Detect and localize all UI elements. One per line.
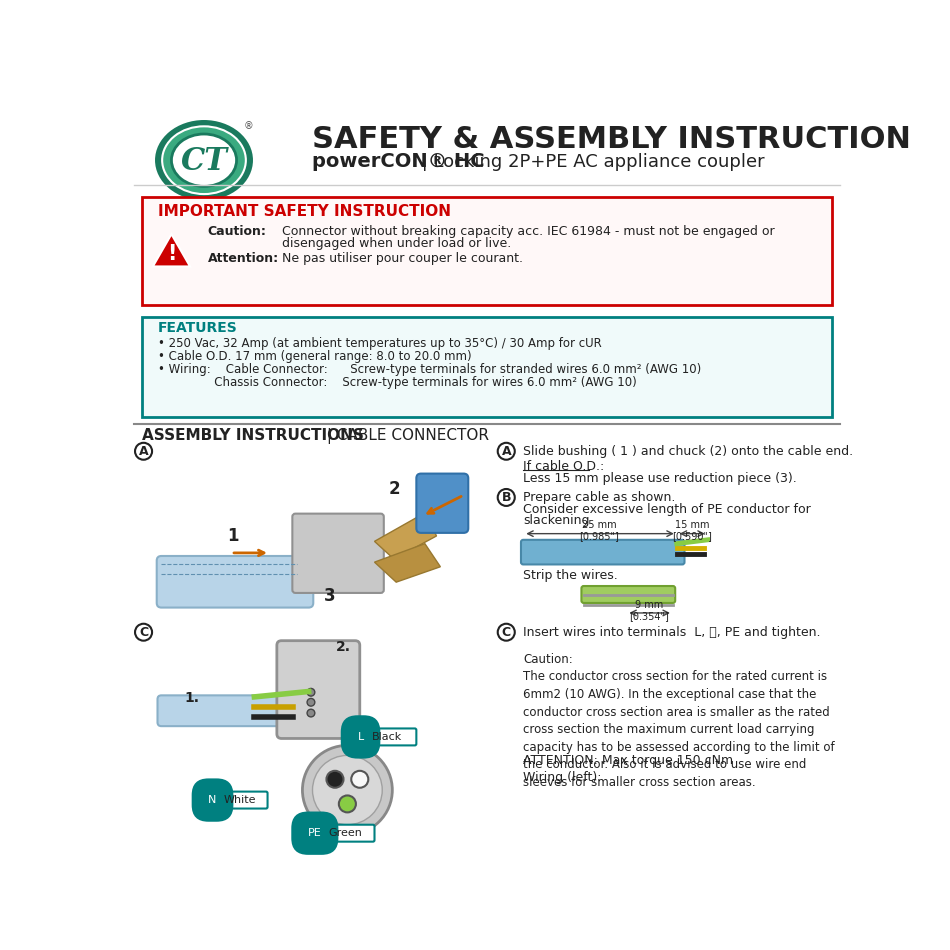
Text: Prepare cable as shown.: Prepare cable as shown. [523, 491, 675, 504]
Text: powerCON® HC: powerCON® HC [313, 152, 485, 171]
Ellipse shape [171, 134, 237, 186]
Polygon shape [153, 234, 190, 266]
Circle shape [313, 755, 382, 825]
Text: 2.: 2. [335, 640, 351, 655]
FancyBboxPatch shape [581, 586, 675, 603]
Text: Slide bushing ( 1 ) and chuck (2) onto the cable end.: Slide bushing ( 1 ) and chuck (2) onto t… [523, 445, 853, 458]
Text: • 250 Vac, 32 Amp (at ambient temperatures up to 35°C) / 30 Amp for cUR: • 250 Vac, 32 Amp (at ambient temperatur… [158, 337, 601, 350]
Circle shape [498, 443, 515, 460]
Text: 3: 3 [324, 587, 335, 605]
Text: slackening.: slackening. [523, 514, 594, 527]
Circle shape [339, 795, 356, 812]
Text: If cable O.D.:: If cable O.D.: [523, 460, 604, 473]
FancyBboxPatch shape [142, 316, 832, 417]
Text: ATTENTION: Max torque 150 cNm: ATTENTION: Max torque 150 cNm [523, 754, 733, 768]
Circle shape [307, 689, 314, 696]
Text: Insert wires into terminals  L, Ⓓ, PE and tighten.: Insert wires into terminals L, Ⓓ, PE and… [523, 626, 821, 638]
Text: 25 mm: 25 mm [582, 521, 617, 530]
Text: C: C [502, 626, 511, 638]
Circle shape [498, 624, 515, 640]
Text: | Locking 2P+PE AC appliance coupler: | Locking 2P+PE AC appliance coupler [415, 153, 764, 171]
Text: Attention:: Attention: [208, 253, 279, 265]
Text: Chassis Connector:    Screw-type terminals for wires 6.0 mm² (AWG 10): Chassis Connector: Screw-type terminals … [158, 376, 636, 390]
FancyBboxPatch shape [355, 729, 416, 746]
Text: [0.590"]: [0.590"] [673, 531, 712, 542]
Text: C: C [139, 626, 148, 638]
FancyBboxPatch shape [310, 825, 374, 842]
Ellipse shape [162, 126, 246, 194]
FancyBboxPatch shape [416, 474, 468, 533]
Text: Strip the wires.: Strip the wires. [523, 569, 618, 582]
Text: L: L [357, 732, 364, 742]
Text: Ne pas utiliser pour couper le courant.: Ne pas utiliser pour couper le courant. [281, 253, 522, 265]
Text: CT: CT [180, 146, 227, 178]
Text: Less 15 mm please use reduction piece (3).: Less 15 mm please use reduction piece (3… [523, 472, 797, 485]
Polygon shape [374, 513, 436, 559]
Text: [0.354"]: [0.354"] [629, 611, 669, 621]
Circle shape [135, 624, 152, 640]
Text: Caution:: Caution: [208, 224, 267, 238]
Text: B: B [502, 491, 511, 504]
Text: 15 mm: 15 mm [675, 521, 710, 530]
Text: Green: Green [329, 828, 363, 838]
Text: White: White [223, 795, 256, 805]
Circle shape [307, 698, 314, 706]
Text: Consider excessive length of PE conductor for: Consider excessive length of PE conducto… [523, 504, 811, 516]
Text: SAFETY & ASSEMBLY INSTRUCTION: SAFETY & ASSEMBLY INSTRUCTION [313, 124, 911, 154]
Text: 1.: 1. [184, 691, 200, 705]
FancyBboxPatch shape [276, 640, 360, 738]
Text: IMPORTANT SAFETY INSTRUCTION: IMPORTANT SAFETY INSTRUCTION [158, 203, 450, 218]
FancyBboxPatch shape [157, 556, 314, 608]
FancyBboxPatch shape [158, 695, 285, 726]
Text: N: N [208, 795, 217, 805]
Text: • Wiring:    Cable Connector:      Screw-type terminals for stranded wires 6.0 m: • Wiring: Cable Connector: Screw-type te… [158, 363, 701, 376]
Text: PE: PE [308, 828, 322, 838]
FancyBboxPatch shape [206, 791, 268, 808]
Circle shape [498, 489, 515, 506]
Text: 2: 2 [389, 480, 400, 498]
Text: Wiring (left):: Wiring (left): [523, 771, 601, 785]
Text: ASSEMBLY INSTRUCTIONS: ASSEMBLY INSTRUCTIONS [142, 428, 364, 444]
Text: !: ! [167, 244, 176, 264]
Circle shape [307, 710, 314, 717]
Circle shape [135, 443, 152, 460]
Text: ®: ® [243, 122, 253, 131]
Circle shape [327, 770, 344, 788]
Text: • Cable O.D. 17 mm (general range: 8.0 to 20.0 mm): • Cable O.D. 17 mm (general range: 8.0 t… [158, 350, 471, 363]
Text: [0.985"]: [0.985"] [580, 531, 619, 542]
FancyBboxPatch shape [521, 540, 685, 564]
FancyBboxPatch shape [293, 514, 384, 593]
Text: Black: Black [371, 732, 402, 742]
Text: A: A [139, 445, 148, 458]
Text: A: A [502, 445, 511, 458]
Circle shape [352, 770, 369, 788]
Text: | CABLE CONNECTOR: | CABLE CONNECTOR [322, 428, 489, 444]
Text: FEATURES: FEATURES [158, 321, 238, 335]
Circle shape [302, 746, 392, 835]
Polygon shape [374, 543, 441, 582]
FancyBboxPatch shape [142, 198, 832, 305]
Text: 9 mm: 9 mm [635, 600, 663, 610]
Text: disengaged when under load or live.: disengaged when under load or live. [281, 237, 511, 250]
Ellipse shape [154, 119, 255, 201]
Text: Connector without breaking capacity acc. IEC 61984 - must not be engaged or: Connector without breaking capacity acc.… [281, 224, 774, 238]
Text: Caution:
The conductor cross section for the rated current is
6mm2 (10 AWG). In : Caution: The conductor cross section for… [523, 653, 835, 788]
Text: 1: 1 [227, 527, 238, 545]
